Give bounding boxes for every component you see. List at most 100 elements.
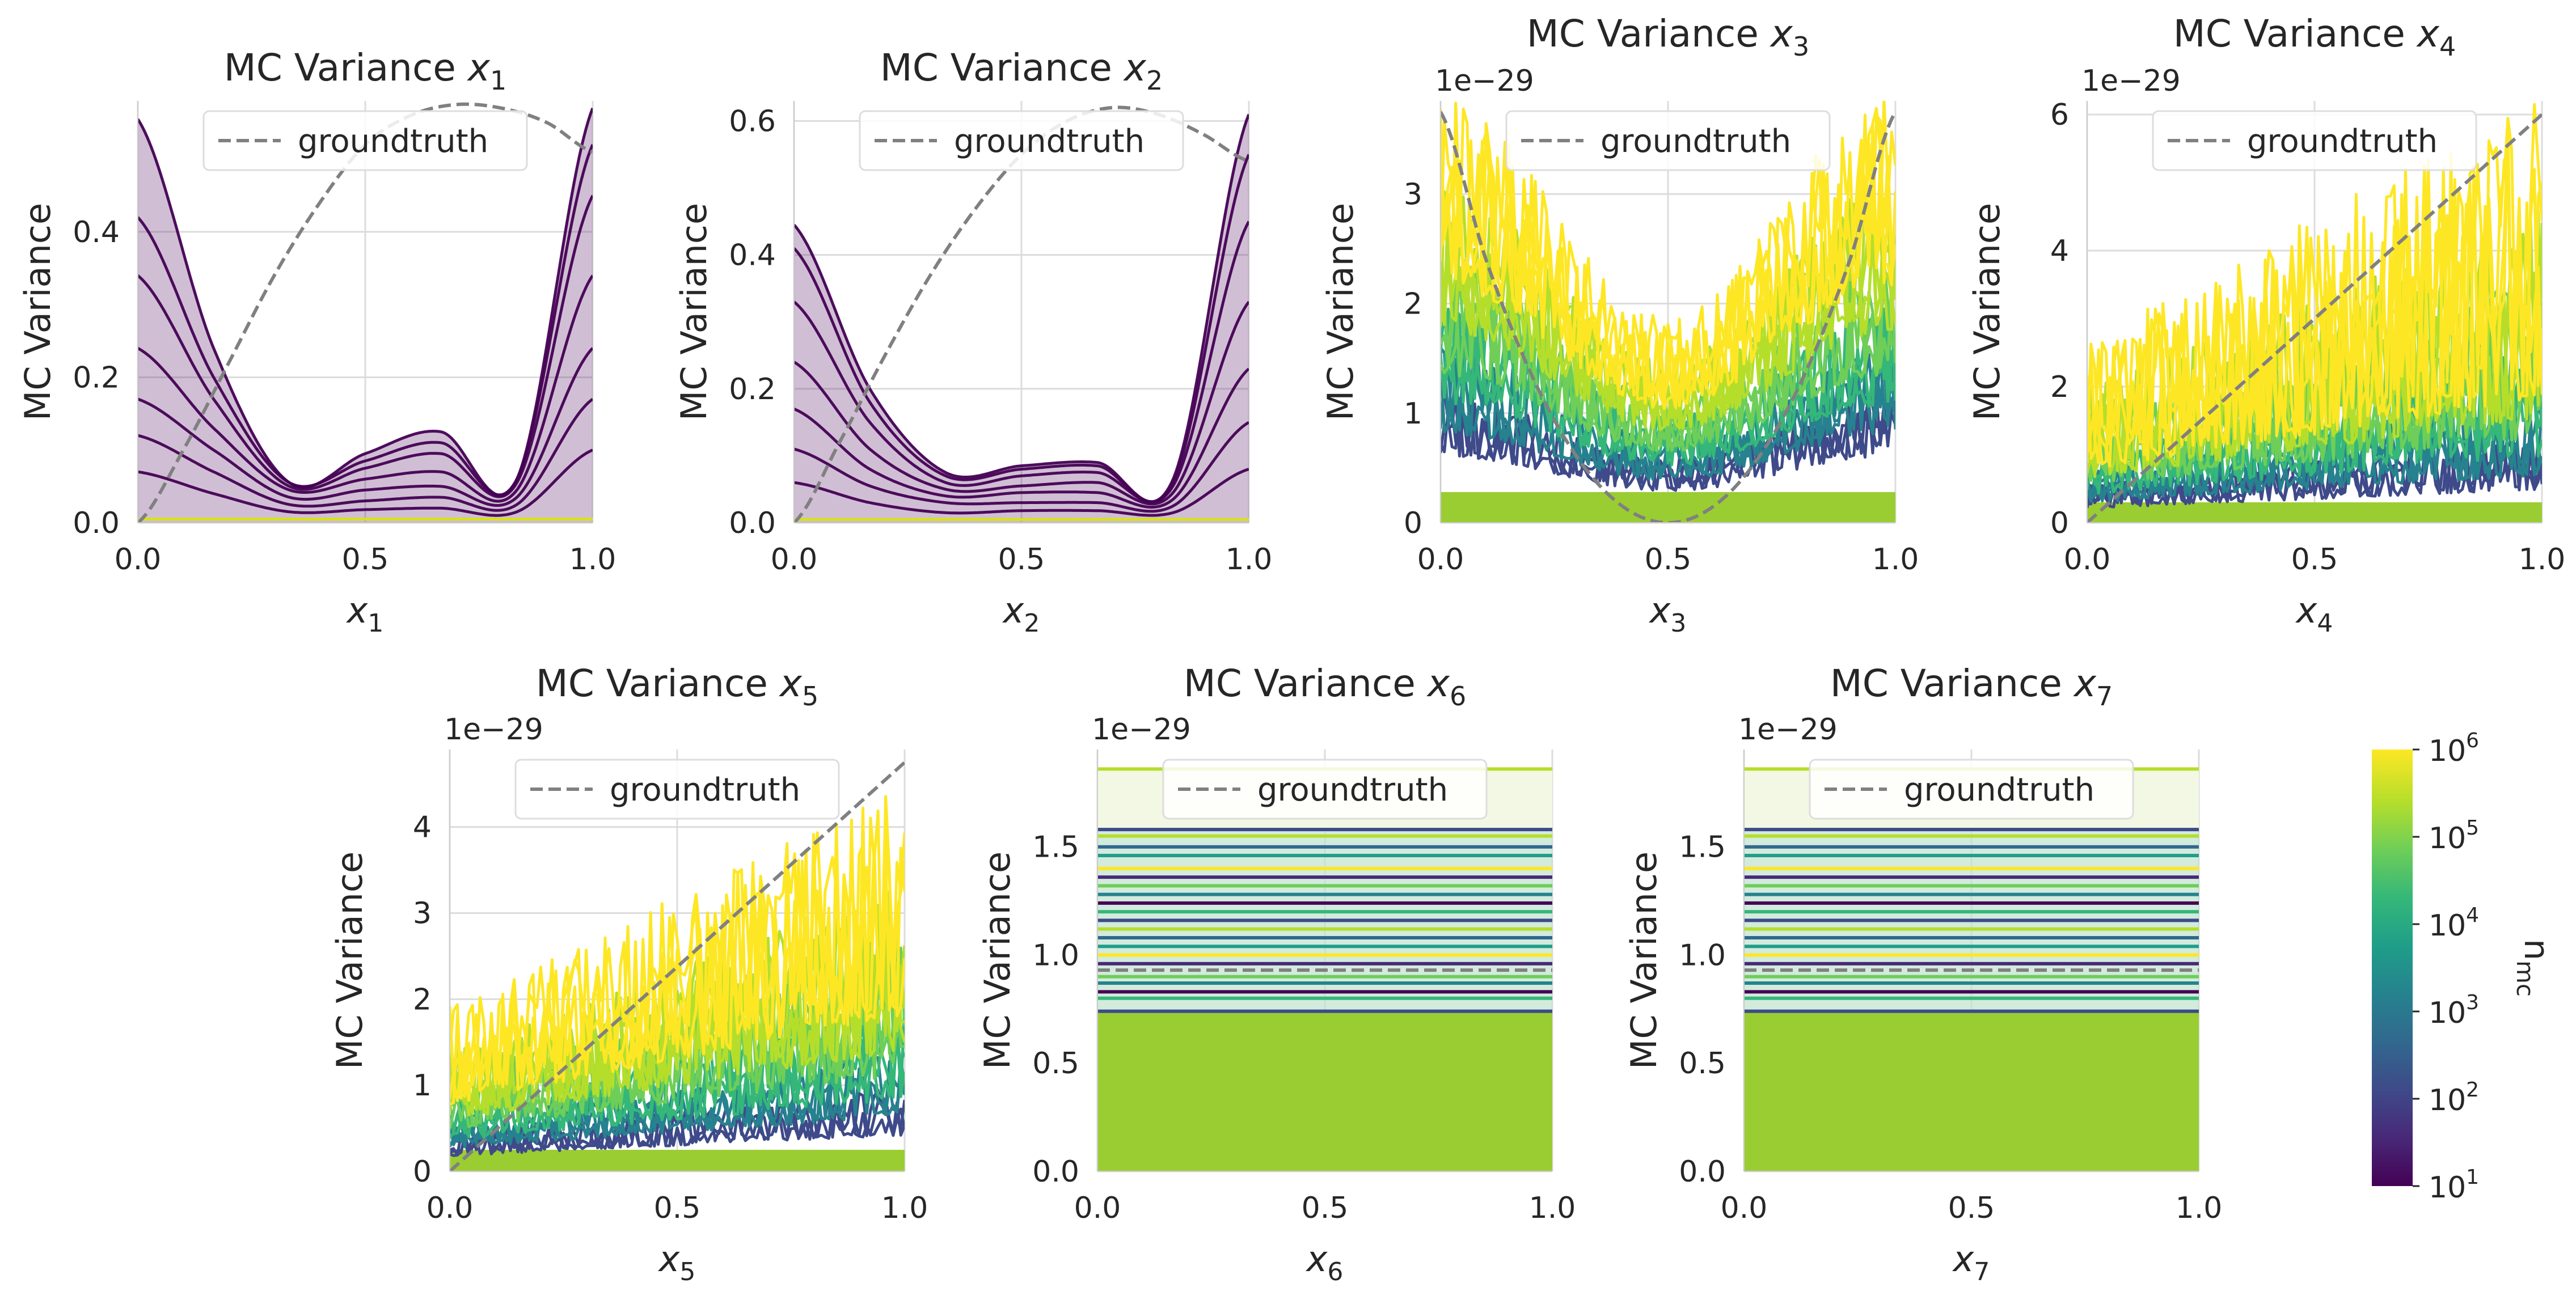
groundtruth-line [1441,111,1895,523]
plot-area [1744,767,2199,1171]
colorbar-tick-label: 105 [2429,816,2479,856]
colorbar-tick-base: 10 [2429,822,2466,856]
y-tick-label: 1.5 [1679,831,1726,865]
mc-curve [138,347,593,507]
mc-curve [2087,405,2542,503]
colorbar-tick-exp: 3 [2466,991,2479,1014]
x-axis-sub: 4 [2317,609,2333,638]
title-sub: 4 [2439,31,2456,62]
colorbar-tick-exp: 5 [2466,816,2479,840]
x-axis-label: x3 [1649,590,1687,638]
y-tick-label: 0.2 [73,361,120,395]
title-var: x [779,662,803,705]
subplot-title: MC Variance x1 [224,46,506,96]
x-axis-var: x [2295,590,2318,631]
y-tick-label: 1.0 [1032,938,1079,972]
y-offset-label: 1e−29 [2081,64,2181,98]
mc-curve [138,144,593,497]
x-axis-sub: 1 [368,609,383,638]
legend-box [859,110,1184,171]
x-axis-var: x [1306,1238,1328,1280]
x-tick-label: 0.5 [1302,1191,1349,1225]
x-axis-var: x [1002,590,1025,631]
y-tick-label: 0.0 [729,506,776,540]
y-tick-label: 4 [2050,234,2069,268]
title-text: MC Variance [880,46,1124,90]
subplot-title: MC Variance x6 [1184,662,1466,712]
title-text: MC Variance [2173,12,2417,56]
variance-fill [450,1150,905,1171]
colorbar-label-sub: mc [2511,960,2539,997]
title-text: MC Variance [536,662,780,705]
x-axis-sub: 3 [1670,609,1686,638]
x-axis-label: x2 [1002,590,1040,638]
x-axis-var: x [346,590,369,631]
x-tick-label: 1.0 [569,543,616,577]
title-sub: 1 [490,65,506,96]
title-var: x [1770,12,1793,56]
mc-curve [1441,190,1895,430]
subplot-title: MC Variance x4 [2173,12,2456,62]
mc-curve [138,448,593,517]
y-axis-label: MC Variance [329,852,370,1069]
colorbar-tick-base: 10 [2429,1171,2466,1205]
title-var: x [1426,662,1450,705]
y-tick-label: 3 [1404,177,1422,211]
y-tick-label: 0.5 [1032,1047,1079,1081]
x-tick-label: 0.5 [654,1191,701,1225]
y-tick-label: 2 [413,983,432,1017]
y-offset-label: 1e−29 [1738,713,1838,747]
title-var: x [467,46,491,90]
x-tick-label: 1.0 [881,1191,928,1225]
y-tick-label: 0.2 [729,372,776,407]
mc-curve [450,1055,905,1149]
colorbar-tick-label: 102 [2429,1078,2479,1117]
subplot-x2: 0.0 0.5 1.00.00.20.40.6MC Variance x2x2MC … [673,46,1272,638]
x-tick-label: 0.5 [1645,543,1692,577]
mc-curve [794,421,1249,513]
plot-area [138,102,593,523]
plot-area [1097,767,1552,1171]
y-axis-label: MC Variance [1320,203,1361,421]
mc-curve [794,367,1249,509]
legend-label: groundtruth [1904,772,2094,808]
colorbar-label-base: n [2516,939,2556,960]
mc-curve [450,795,905,1099]
y-tick-label: 0.5 [1679,1047,1726,1081]
y-tick-label: 1.0 [1679,938,1726,972]
groundtruth-line [2087,113,2542,523]
x-axis-label: x5 [658,1238,696,1286]
x-tick-label: 0.5 [1948,1191,1995,1225]
y-offset-label: 1e−29 [1092,713,1191,747]
y-tick-label: 0 [2050,506,2069,540]
y-tick-label: 1.5 [1032,831,1079,865]
mc-curve [1441,264,1895,452]
x-axis-var: x [1649,590,1671,631]
title-var: x [2416,12,2440,56]
legend: groundtruth [1162,759,1488,820]
mc-curve [794,154,1249,504]
legend-box [1809,759,2134,820]
x-tick-label: 0.0 [1417,543,1464,577]
colorbar-tick-exp: 6 [2466,729,2479,752]
legend: groundtruth [202,110,528,171]
colorbar-tick-exp: 1 [2466,1166,2479,1189]
x-tick-label: 0.0 [771,543,818,577]
title-var: x [1123,46,1147,90]
mc-curve [794,221,1249,503]
y-tick-label: 0.0 [1679,1155,1726,1189]
legend: groundtruth [1809,759,2134,820]
legend: groundtruth [514,759,840,820]
legend: groundtruth [1505,110,1831,171]
legend-box [1162,759,1488,820]
y-tick-label: 0.0 [1032,1155,1079,1189]
title-sub: 7 [2096,681,2113,712]
x-tick-label: 0.0 [1721,1191,1768,1225]
y-offset-label: 1e−29 [444,713,543,747]
